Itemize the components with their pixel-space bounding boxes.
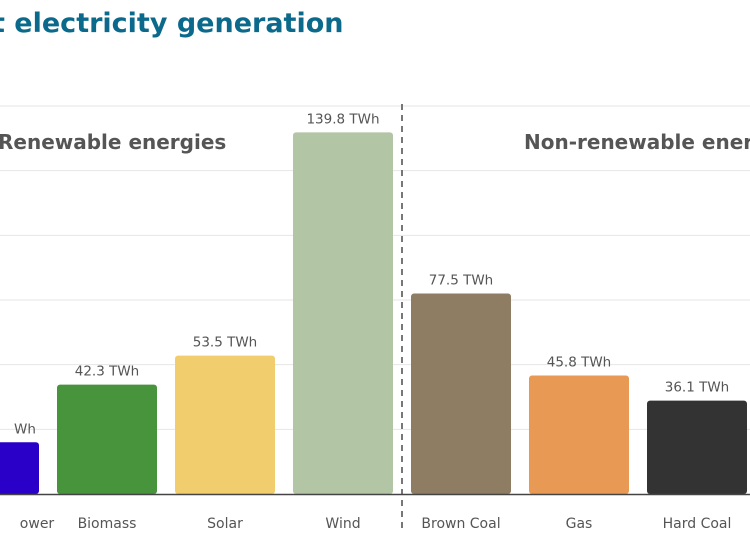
data-label: 36.1 TWh: [665, 380, 730, 396]
bar: [0, 442, 39, 494]
bar: [647, 400, 747, 494]
category-label: Hard Coal: [663, 516, 732, 532]
bar: [411, 293, 511, 494]
data-label: 77.5 TWh: [429, 273, 494, 289]
bar: [293, 132, 393, 494]
category-label: Brown Coal: [421, 516, 500, 532]
data-label: 53.5 TWh: [193, 335, 258, 351]
category-label: Biomass: [78, 516, 137, 532]
data-label: 45.8 TWh: [547, 355, 612, 371]
data-label: 139.8 TWh: [306, 111, 379, 127]
category-label: ower: [20, 516, 55, 532]
data-label: 42.3 TWh: [75, 364, 140, 380]
bar: [529, 375, 629, 494]
bar: [175, 355, 275, 494]
group-label-renewable: Renewable energies: [0, 130, 226, 154]
category-label: Wind: [325, 516, 360, 532]
category-label: Gas: [566, 516, 593, 532]
chart-title: t electricity generation: [0, 8, 344, 39]
data-label: Wh: [14, 421, 36, 437]
bar: [57, 384, 157, 494]
category-label: Solar: [207, 516, 243, 532]
group-label-non-renewable: Non-renewable ener: [524, 130, 750, 154]
